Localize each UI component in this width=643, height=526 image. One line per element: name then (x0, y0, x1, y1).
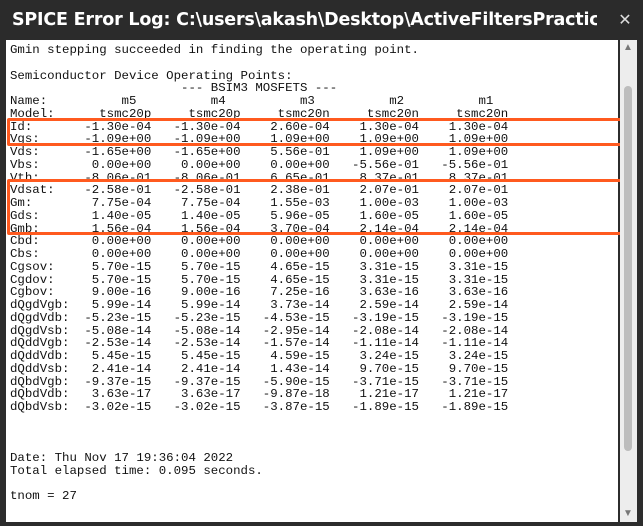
log-line: --- BSIM3 MOSFETS --- (10, 82, 338, 95)
close-icon: ✕ (618, 12, 632, 29)
log-line: Vdsat: -2.58e-01 -2.58e-01 2.38e-01 2.07… (10, 184, 509, 197)
vertical-scrollbar[interactable]: ▲ ▼ (620, 40, 637, 522)
log-line: Vbs: 0.00e+00 0.00e+00 0.00e+00 -5.56e-0… (10, 158, 509, 172)
scrollbar-thumb[interactable] (624, 86, 632, 451)
log-line: tnom = 27 (10, 490, 77, 503)
close-button[interactable]: ✕ (613, 8, 637, 32)
log-line: dQbdVsb: -3.02e-15 -3.02e-15 -3.87e-15 -… (10, 401, 509, 414)
log-line: Vds: -1.65e+00 -1.65e+00 5.56e-01 1.09e+… (10, 146, 509, 159)
log-line: Cbd: 0.00e+00 0.00e+00 0.00e+00 0.00e+00… (10, 235, 509, 248)
log-line: Name: m5 m4 m3 m2 m1 (10, 95, 494, 108)
log-line (10, 439, 508, 452)
log-line: dQgdVgb: 5.99e-14 5.99e-14 3.73e-14 2.59… (10, 299, 509, 312)
log-line: Id: -1.30e-04 -1.30e-04 2.60e-04 1.30e-0… (10, 120, 509, 134)
log-line: dQddVgb: -2.53e-14 -2.53e-14 -1.57e-14 -… (10, 337, 509, 350)
log-line (10, 414, 508, 427)
scroll-up-icon[interactable]: ▲ (623, 42, 633, 53)
scroll-down-icon[interactable]: ▼ (623, 508, 633, 519)
log-line: Vth: -8.06e-01 -8.06e-01 6.65e-01 8.37e-… (10, 171, 509, 185)
log-line: Gmin stepping succeeded in finding the o… (10, 44, 419, 57)
log-output: Gmin stepping succeeded in finding the o… (10, 44, 508, 503)
log-line: Cgdov: 5.70e-15 5.70e-15 4.65e-15 3.31e-… (10, 273, 509, 287)
log-line: dQgdVdb: -5.23e-15 -5.23e-15 -4.53e-15 -… (10, 311, 509, 325)
log-line: Cbs: 0.00e+00 0.00e+00 0.00e+00 0.00e+00… (10, 248, 509, 261)
log-line: Vgs: -1.09e+00 -1.09e+00 1.09e+00 1.09e+… (10, 133, 509, 146)
log-line: dQbdVdb: 3.63e-17 3.63e-17 -9.87e-18 1.2… (10, 388, 509, 401)
log-line: Model: tsmc20p tsmc20p tsmc20n tsmc20n t… (10, 107, 509, 121)
log-line: Gm: 7.75e-04 7.75e-04 1.55e-03 1.00e-03 … (10, 197, 509, 210)
log-line: dQddVdb: 5.45e-15 5.45e-15 4.59e-15 3.24… (10, 350, 509, 363)
log-line: dQbdVgb: -9.37e-15 -9.37e-15 -5.90e-15 -… (10, 375, 509, 389)
log-line: Semiconductor Device Operating Points: (10, 69, 293, 83)
log-line (10, 57, 508, 70)
log-line: dQgdVsb: -5.08e-14 -5.08e-14 -2.95e-14 -… (10, 324, 509, 338)
log-line: Cgbov: 9.00e-16 9.00e-16 7.25e-16 3.63e-… (10, 286, 509, 299)
window-bottom-edge (0, 522, 643, 526)
log-line: Gds: 1.40e-05 1.40e-05 5.96e-05 1.60e-05… (10, 209, 509, 223)
log-line (10, 478, 508, 491)
log-line: Gmb: 1.56e-04 1.56e-04 3.70e-04 2.14e-04… (10, 222, 509, 236)
window-titlebar[interactable]: SPICE Error Log: C:\users\akash\Desktop\… (0, 0, 643, 40)
log-text-area[interactable]: Gmin stepping succeeded in finding the o… (6, 40, 618, 522)
log-line: dQddVsb: 2.41e-14 2.41e-14 1.43e-14 9.70… (10, 362, 509, 376)
log-line: Total elapsed time: 0.095 seconds. (10, 464, 263, 478)
window-title: SPICE Error Log: C:\users\akash\Desktop\… (12, 10, 597, 30)
log-line: Date: Thu Nov 17 19:36:04 2022 (10, 452, 234, 465)
log-line (10, 427, 508, 440)
log-line: Cgsov: 5.70e-15 5.70e-15 4.65e-15 3.31e-… (10, 260, 509, 274)
